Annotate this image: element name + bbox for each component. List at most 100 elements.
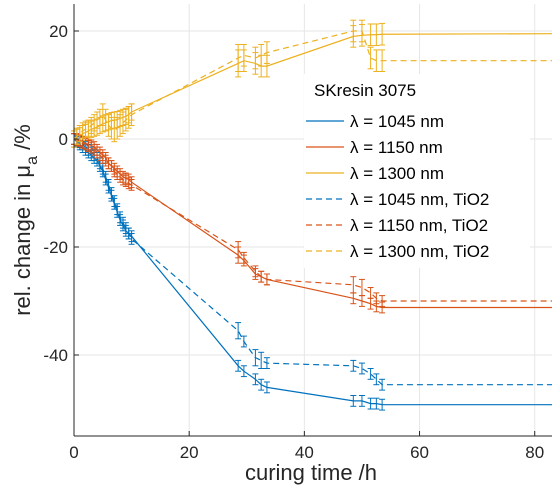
ticks: 0 20 40 60 80 -40 -20 0 20 <box>43 22 544 462</box>
error-bar <box>235 322 242 340</box>
error-bar <box>105 114 112 137</box>
axes <box>73 4 552 437</box>
error-bar <box>122 108 129 132</box>
error-bar <box>235 44 242 72</box>
legend: SKresin 3075 λ = 1045 nm λ = 1150 nm λ = 13… <box>304 74 530 268</box>
y-axis-label-unit: /% <box>10 124 35 156</box>
error-bar <box>379 49 386 72</box>
error-bar <box>367 287 374 299</box>
error-bar <box>117 114 124 137</box>
x-axis-label: curing time /h <box>245 460 377 485</box>
error-bar <box>125 106 132 129</box>
error-bar <box>119 111 126 135</box>
legend-entry: λ = 1045 nm <box>306 112 444 131</box>
error-bar <box>91 143 98 156</box>
error-bar <box>105 179 112 191</box>
error-bar <box>114 203 121 216</box>
series-line <box>73 138 552 386</box>
error-bar <box>108 116 115 140</box>
error-bar <box>252 46 259 70</box>
error-bar <box>379 378 386 391</box>
legend-label: λ = 1150 nm, TiO2 <box>350 216 488 235</box>
x-tick-label: 20 <box>180 443 199 462</box>
legend-entry: λ = 1300 nm, TiO2 <box>306 242 489 261</box>
error-bar <box>263 357 270 369</box>
error-bar <box>358 395 365 407</box>
error-bar <box>263 381 270 394</box>
error-bar <box>240 365 247 378</box>
error-bar <box>102 170 109 183</box>
error-bar <box>373 292 380 305</box>
legend-label: λ = 1300 nm, TiO2 <box>350 242 489 261</box>
error-bar <box>263 41 270 64</box>
error-bar <box>373 397 380 410</box>
error-bar <box>252 349 259 367</box>
y-axis-label: rel. change in μa /% <box>10 124 41 316</box>
series-layer <box>71 19 552 411</box>
error-bar <box>367 397 374 410</box>
error-bar <box>373 49 380 72</box>
error-bar <box>128 233 135 245</box>
error-bar <box>258 44 265 67</box>
error-bar <box>350 276 357 294</box>
error-bar <box>373 373 380 386</box>
error-bar <box>252 265 259 278</box>
error-bar <box>108 187 115 199</box>
error-bar <box>99 152 106 164</box>
legend-entry: λ = 1150 nm, TiO2 <box>306 216 488 235</box>
x-tick-label: 80 <box>525 443 544 462</box>
error-bar <box>96 149 103 162</box>
error-bar <box>240 251 247 264</box>
error-bar <box>235 241 242 259</box>
error-bar <box>114 116 121 140</box>
series-line <box>73 138 552 302</box>
error-bar <box>111 165 118 178</box>
legend-box <box>304 74 530 268</box>
legend-entry: λ = 1300 nm <box>306 164 444 183</box>
error-bar <box>358 19 365 43</box>
error-bar <box>240 335 247 348</box>
error-bar <box>258 351 265 369</box>
error-bar <box>263 273 270 286</box>
error-bar <box>258 378 265 391</box>
error-bar <box>235 359 242 372</box>
error-bar <box>350 19 357 43</box>
x-tick-label: 60 <box>410 443 429 462</box>
y-axis-label-main: rel. change in μ <box>10 165 35 316</box>
error-bar <box>367 23 374 47</box>
error-bar <box>117 170 124 183</box>
error-bar <box>379 22 386 46</box>
error-bar <box>373 23 380 47</box>
error-bar <box>102 154 109 167</box>
error-bar <box>128 179 135 191</box>
legend-label: λ = 1300 nm <box>350 164 444 183</box>
y-tick-label: 20 <box>49 22 68 41</box>
legend-title: SKresin 3075 <box>314 81 416 100</box>
y-tick-label: 0 <box>59 130 68 149</box>
error-bar <box>379 398 386 411</box>
error-bar <box>114 168 121 180</box>
error-bar <box>111 195 118 207</box>
error-bar <box>367 368 374 380</box>
error-bar <box>350 395 357 407</box>
series-4 <box>71 133 552 391</box>
error-bar <box>94 146 101 159</box>
legend-label: λ = 1150 nm <box>350 138 443 157</box>
error-bar <box>82 120 89 138</box>
error-bar <box>358 278 365 297</box>
y-tick-label: -20 <box>43 238 68 257</box>
error-bar <box>111 119 118 143</box>
x-tick-label: 40 <box>295 443 314 462</box>
legend-label: λ = 1045 nm <box>350 112 444 131</box>
error-bar <box>367 46 374 70</box>
legend-label: λ = 1045 nm, TiO2 <box>350 190 489 209</box>
error-bar <box>258 270 265 283</box>
error-bar <box>252 373 259 386</box>
error-bar <box>350 359 357 372</box>
error-bar <box>79 122 86 140</box>
legend-entry: λ = 1150 nm <box>306 138 443 157</box>
error-bar <box>358 362 365 375</box>
error-bar <box>102 108 109 132</box>
y-tick-label: -40 <box>43 346 68 365</box>
